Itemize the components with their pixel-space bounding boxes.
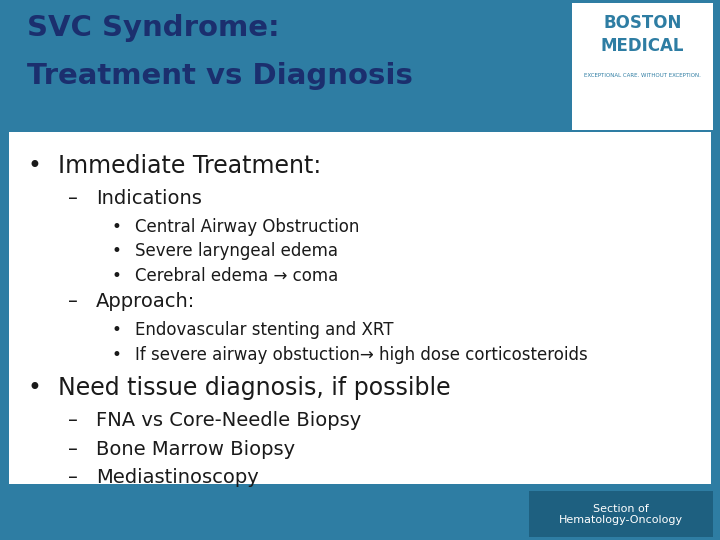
Text: BOSTON: BOSTON (603, 14, 682, 31)
Text: •: • (112, 218, 122, 235)
Text: SVC Syndrome:: SVC Syndrome: (27, 14, 280, 42)
Text: Central Airway Obstruction: Central Airway Obstruction (135, 218, 359, 235)
Text: Indications: Indications (96, 189, 202, 208)
Text: •: • (112, 267, 122, 285)
Text: •: • (112, 321, 122, 339)
Text: –: – (68, 440, 78, 458)
Text: –: – (68, 292, 78, 311)
Text: •: • (112, 242, 122, 260)
Text: Endovascular stenting and XRT: Endovascular stenting and XRT (135, 321, 393, 339)
Text: Severe laryngeal edema: Severe laryngeal edema (135, 242, 338, 260)
Bar (0, 0, 720, 132)
Text: Section of
Hematology-Oncology: Section of Hematology-Oncology (559, 503, 683, 525)
Text: •: • (112, 346, 122, 363)
Text: •: • (27, 154, 41, 178)
Text: –: – (68, 468, 78, 487)
Text: Approach:: Approach: (96, 292, 195, 311)
Text: Cerebral edema → coma: Cerebral edema → coma (135, 267, 338, 285)
Bar (9, 132, 711, 484)
Bar (529, 491, 713, 537)
Bar (572, 3, 713, 130)
Text: EXCEPTIONAL CARE. WITHOUT EXCEPTION.: EXCEPTIONAL CARE. WITHOUT EXCEPTION. (584, 73, 701, 78)
Text: •: • (27, 376, 41, 400)
Text: If severe airway obstuction→ high dose corticosteroids: If severe airway obstuction→ high dose c… (135, 346, 588, 363)
Text: –: – (68, 411, 78, 430)
Text: Bone Marrow Biopsy: Bone Marrow Biopsy (96, 440, 295, 458)
Text: Treatment vs Diagnosis: Treatment vs Diagnosis (27, 62, 413, 90)
Text: Mediastinoscopy: Mediastinoscopy (96, 468, 258, 487)
Text: Immediate Treatment:: Immediate Treatment: (58, 154, 321, 178)
Text: –: – (68, 189, 78, 208)
Bar (0, 489, 720, 540)
Text: FNA vs Core-Needle Biopsy: FNA vs Core-Needle Biopsy (96, 411, 361, 430)
Text: MEDICAL: MEDICAL (601, 37, 684, 55)
Text: Need tissue diagnosis, if possible: Need tissue diagnosis, if possible (58, 376, 450, 400)
